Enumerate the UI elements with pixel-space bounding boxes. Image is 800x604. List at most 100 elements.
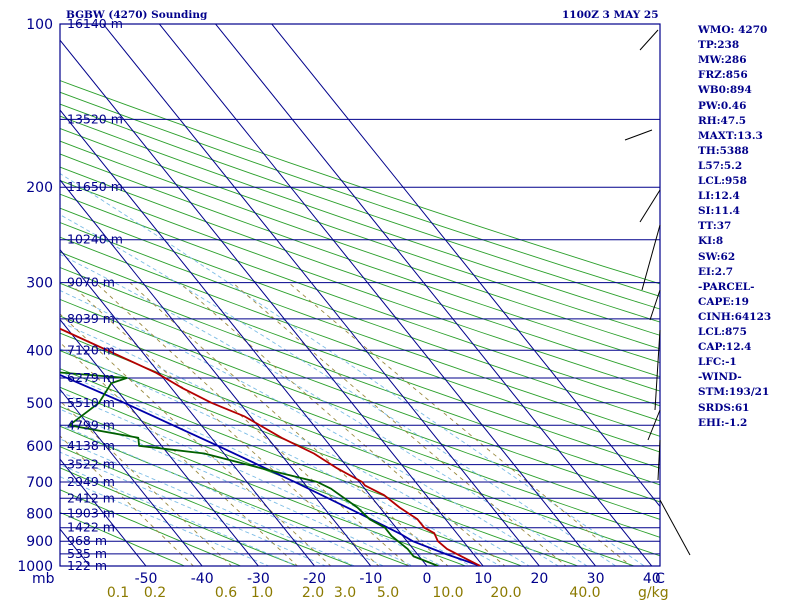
mixing-ratio-label: 10.0 [432, 585, 463, 600]
moist-adiabat-line [60, 424, 385, 566]
isotherm-line [60, 388, 203, 566]
height-labels: 16140 m 13520 m 11650 m 10240 m 9070 m 8039 m… [67, 16, 123, 573]
moist-adiabats [60, 173, 646, 566]
dry-adiabat-line [60, 103, 660, 310]
temperature-tick-label: 0 [423, 571, 432, 587]
isotherm-line [214, 24, 653, 566]
index-line: WMO: 4270 [698, 24, 768, 36]
index-line: LI:12.4 [698, 190, 740, 203]
dry-adiabat-line [60, 80, 660, 285]
index-line: LCL:958 [698, 175, 747, 187]
dry-adiabat-line [60, 489, 242, 566]
index-line: TT:37 [698, 220, 732, 233]
mixing-ratio-label: 1.0 [251, 585, 273, 600]
height-label: 4138 m [67, 438, 115, 453]
isotherm-line [60, 458, 147, 566]
dry-adiabat-line [60, 115, 660, 323]
height-label: 9070 m [67, 275, 115, 290]
temperature-tick-label: 20 [530, 571, 548, 587]
pressure-tick-label: 700 [26, 475, 53, 491]
height-label: 2949 m [67, 474, 115, 489]
height-label: 6279 m [67, 370, 115, 385]
pressure-tick-label: 600 [26, 439, 53, 455]
height-label: 5510 m [67, 395, 115, 410]
index-line: KI:8 [698, 235, 724, 248]
dry-adiabat-line [60, 386, 524, 566]
wind-barb [657, 439, 661, 481]
pressure-tick-label: 800 [26, 507, 53, 523]
moist-adiabat-line [60, 391, 443, 566]
mixing-ratio-labels: 0.1 0.2 0.6 1.0 2.0 3.0 5.0 10.0 20.0 40.0 g/kg [107, 585, 669, 601]
dry-adiabat-line [60, 128, 660, 336]
index-line: STM:193/21 [698, 386, 770, 399]
pressure-tick-label: 200 [26, 180, 53, 196]
dry-adiabat-line [60, 511, 186, 566]
dry-adiabat-line [60, 368, 580, 566]
index-line: SW:62 [698, 250, 736, 263]
index-line: -WIND- [698, 371, 742, 384]
pressure-tick-labels: 100 200 300 400 500 600 700 800 900 1000 [17, 17, 53, 575]
isotherm-line [102, 24, 540, 566]
temperature-tick-label: -10 [359, 571, 382, 587]
isotherm-line [158, 24, 597, 566]
dry-adiabat-line [60, 166, 660, 378]
height-label: 1422 m [67, 520, 115, 535]
wind-barb [654, 329, 661, 411]
isotherms [0, 12, 660, 578]
dry-adiabat-line [60, 193, 660, 407]
mixing-ratio-label: 0.1 [107, 585, 129, 600]
mixing-ratio-line [60, 435, 195, 566]
index-line: SI:11.4 [698, 205, 740, 218]
dry-adiabat-line [60, 467, 299, 566]
index-line: CINH:64123 [698, 310, 772, 323]
temperature-tick-label: -20 [303, 571, 326, 587]
pressure-tick-label: 300 [26, 276, 53, 292]
height-label: 535 m [67, 546, 107, 561]
mixing-ratio-label: 0.2 [144, 585, 166, 600]
isotherm-line [60, 109, 428, 566]
dry-adiabat-line [60, 207, 660, 422]
mixing-ratio-label: 0.6 [215, 585, 237, 600]
height-label: 4799 m [67, 417, 115, 432]
mixing-ratio-label: 40.0 [569, 585, 600, 600]
height-label: 8039 m [67, 311, 115, 326]
temperature-tick-label: 30 [587, 571, 605, 587]
isotherm-line [271, 24, 660, 508]
mixing-ratio-line [60, 341, 299, 566]
wind-barb [659, 499, 691, 556]
wind-barbs [624, 29, 691, 556]
height-label: 1903 m [67, 506, 115, 521]
temperature-line [60, 327, 481, 566]
mixing-ratio-line [95, 282, 410, 566]
height-label: 122 m [67, 558, 107, 573]
parcel-path-line [60, 373, 481, 566]
wind-barb [639, 189, 661, 223]
index-line: FRZ:856 [698, 69, 748, 82]
moist-adiabat-line [60, 438, 356, 566]
temperature-tick-label: 40 [643, 571, 661, 587]
mixing-ratio-line [60, 400, 233, 566]
isotherm-line [0, 12, 43, 578]
wind-barb [639, 29, 659, 51]
index-line: EI:2.7 [698, 265, 734, 278]
station-title: BGBW (4270) Sounding [66, 9, 208, 21]
height-label: 2412 m [67, 490, 115, 505]
mixing-ratio-line [232, 282, 567, 566]
temperature-tick-label: C [655, 571, 665, 587]
dry-adiabat-line [60, 446, 355, 566]
dry-adiabat-line [60, 282, 660, 503]
index-line: RH:47.5 [698, 114, 747, 127]
mixing-ratio-unit-label: g/kg [638, 585, 669, 600]
dry-adiabat-line [60, 91, 660, 297]
index-line: WB0:894 [698, 84, 752, 97]
isotherm-line [60, 179, 372, 566]
pressure-tick-label: 100 [26, 17, 53, 33]
moist-adiabat-line [60, 371, 472, 566]
wind-barb [624, 129, 653, 141]
index-line: SRDS:61 [698, 401, 750, 414]
index-line: MAXT:13.3 [698, 129, 763, 142]
moist-adiabat-line [60, 321, 531, 566]
dry-adiabat-line [60, 153, 660, 364]
index-line: CAPE:19 [698, 295, 749, 308]
